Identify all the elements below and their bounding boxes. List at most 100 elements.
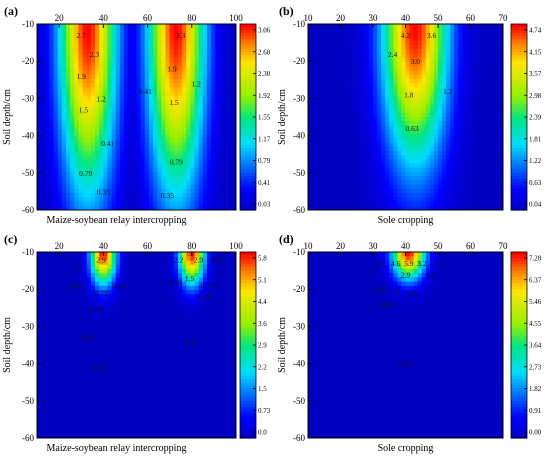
- y-tick-label: -50: [293, 168, 305, 178]
- contour-label: 1.4: [427, 270, 437, 279]
- contour-label: 1.5: [72, 263, 82, 272]
- contour-label: 0.79: [79, 169, 92, 178]
- chart-svg-a: 20 40 60 80 100 -10 -20 -30 -40 -50 -60 (a) Soil dep…: [2, 4, 271, 226]
- y-tick-label: -30: [22, 321, 34, 331]
- colorbar-tick-label: 0.04: [529, 201, 542, 209]
- contour-label: 2.9: [401, 270, 411, 279]
- x-tick-label: 20: [55, 13, 65, 23]
- x-tick-label: 10: [304, 13, 314, 23]
- contour-label: 2.2: [174, 255, 184, 264]
- colorbar: [511, 24, 527, 211]
- y-tick-label: -30: [22, 93, 34, 103]
- colorbar-tick-label: 0.63: [529, 179, 542, 187]
- colorbar: [240, 252, 256, 439]
- contour-label: 0.79: [170, 158, 183, 167]
- x-tick-label: 70: [499, 241, 509, 251]
- contour-label: 1.5: [169, 98, 179, 107]
- colorbar: [240, 24, 256, 211]
- contour-label: 0.26: [90, 304, 103, 313]
- x-tick-label: 40: [401, 13, 411, 23]
- x-axis-title: Maize-soybean relay intercropping: [47, 443, 187, 454]
- y-tick-label: -10: [22, 247, 34, 257]
- contour-label: 0.26: [198, 293, 211, 302]
- contour-label: 2.3: [90, 50, 100, 59]
- x-axis-title: Sole cropping: [378, 443, 434, 454]
- x-tick-label: 100: [229, 241, 243, 251]
- y-tick-label: -30: [293, 93, 305, 103]
- y-tick-label: -20: [293, 284, 305, 294]
- panel-label: (a): [4, 4, 18, 18]
- contour-label: 3.6: [427, 31, 437, 40]
- y-axis-title: Soil depth/cm: [2, 317, 13, 373]
- x-tick-label: 50: [434, 13, 444, 23]
- contour-label: 0.12: [81, 334, 94, 343]
- y-tick-label: -40: [293, 131, 305, 141]
- y-tick-label: -60: [293, 433, 305, 443]
- contour-label: 0.61: [170, 278, 183, 287]
- contour-label: 4.6: [391, 259, 401, 268]
- y-tick-label: -60: [22, 205, 34, 215]
- colorbar-tick-label: 2.39: [529, 114, 542, 122]
- contour-label: 1.8: [404, 91, 414, 100]
- colorbar-tick-label: 5.8: [258, 255, 267, 263]
- x-tick-label: 20: [336, 13, 346, 23]
- chart-panel-d: 10 20 30 40 50 60 70 -10 -20 -30 -40 -50 -60 (d) Soil …: [275, 228, 550, 456]
- y-tick-label: -20: [22, 284, 34, 294]
- contour-label: 2.9: [96, 255, 106, 264]
- contour-label: 1.9: [77, 72, 87, 81]
- y-tick-label: -50: [22, 396, 34, 406]
- colorbar-tick-label: 1.81: [529, 135, 542, 143]
- colorbar-tick-label: 0.41: [258, 179, 271, 187]
- contour-label: 0.09: [379, 300, 392, 309]
- colorbar-tick-label: 6.37: [529, 276, 542, 284]
- x-tick-label: 30: [369, 13, 379, 23]
- x-tick-label: 60: [143, 13, 153, 23]
- contour-label: 4.2: [401, 31, 411, 40]
- y-tick-label: -50: [22, 168, 34, 178]
- colorbar-tick-label: 2.30: [258, 70, 271, 78]
- colorbar-tick-label: 0.00: [529, 429, 542, 437]
- y-tick-label: -20: [293, 56, 305, 66]
- chart-panel-c: 20 40 60 80 100 -10 -20 -30 -40 -50 -60 (c) Soil dep…: [0, 228, 275, 456]
- x-tick-label: 60: [466, 241, 476, 251]
- y-axis-title: Soil depth/cm: [277, 317, 288, 373]
- x-tick-label: 40: [401, 241, 411, 251]
- x-tick-label: 60: [466, 13, 476, 23]
- contour-label: 0.41: [101, 139, 114, 148]
- contour-label: 1.1: [433, 259, 443, 268]
- contour-label: 2.4: [388, 50, 398, 59]
- colorbar-tick-label: 2.68: [258, 48, 271, 56]
- x-tick-label: 100: [229, 13, 243, 23]
- colorbar: [511, 252, 527, 439]
- colorbar-tick-label: 5.1: [258, 276, 267, 284]
- contour-label: 0.73: [201, 281, 214, 290]
- contour-label: 2.9: [194, 255, 204, 264]
- colorbar-tick-label: 2.73: [529, 363, 542, 371]
- contour-label: 0.63: [405, 124, 418, 133]
- x-tick-label: 80: [187, 13, 197, 23]
- y-tick-label: -40: [22, 359, 34, 369]
- x-axis-title: Sole cropping: [378, 215, 434, 226]
- colorbar-tick-label: 1.55: [258, 114, 271, 122]
- chart-svg-b: 10 20 30 40 50 60 70 -10 -20 -30 -40 -50 -60 (b) Soil …: [277, 4, 542, 226]
- colorbar-tick-label: 1.92: [258, 92, 271, 100]
- colorbar-tick-label: 3.57: [529, 70, 542, 78]
- colorbar-tick-label: 0.03: [258, 201, 271, 209]
- heat-field: [37, 24, 236, 210]
- x-tick-label: 80: [187, 241, 197, 251]
- colorbar-tick-label: 7.28: [529, 255, 542, 263]
- contour-label: 0.78: [210, 255, 223, 264]
- contour-label: 0.73: [95, 289, 108, 298]
- colorbar-tick-label: 1.82: [529, 385, 542, 393]
- colorbar-tick-label: 2.2: [258, 363, 267, 371]
- panel-label: (b): [279, 4, 294, 18]
- y-tick-label: -40: [293, 359, 305, 369]
- x-axis-title: Maize-soybean relay intercropping: [47, 215, 187, 226]
- colorbar-tick-label: 1.5: [258, 385, 267, 393]
- contour-label: 0.83: [405, 289, 418, 298]
- plot-frame: [36, 251, 237, 439]
- chart-panel-b: 10 20 30 40 50 60 70 -10 -20 -30 -40 -50 -60 (b) Soil …: [275, 0, 550, 228]
- colorbar-tick-label: 4.4: [258, 298, 267, 306]
- chart-panel-a: 20 40 60 80 100 -10 -20 -30 -40 -50 -60 (a) Soil dep…: [0, 0, 275, 228]
- colorbar-tick-label: 3.06: [258, 27, 271, 35]
